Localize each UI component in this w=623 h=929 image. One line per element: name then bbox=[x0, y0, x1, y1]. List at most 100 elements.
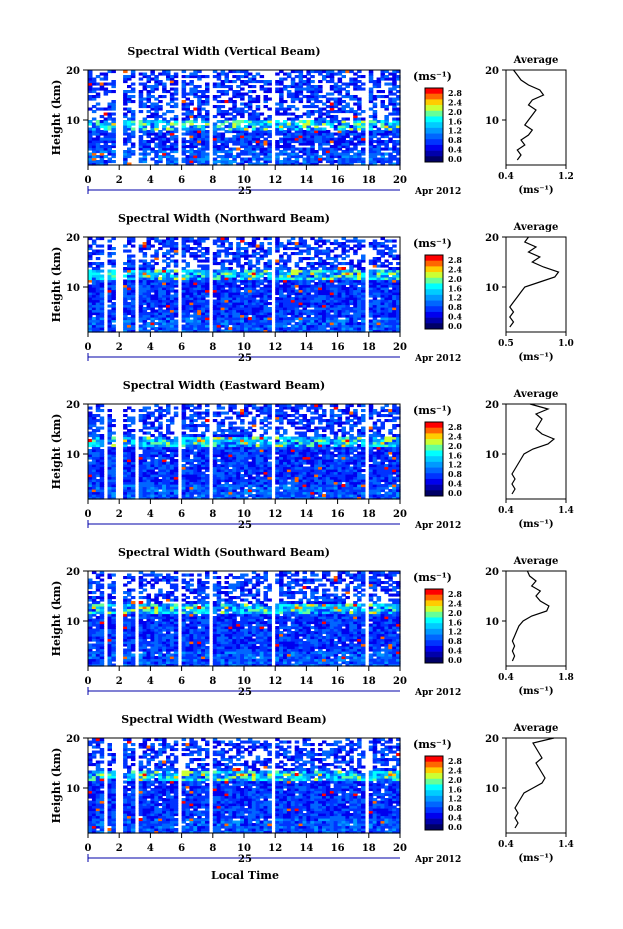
heat-cell bbox=[341, 329, 346, 333]
heat-cell bbox=[247, 244, 253, 248]
heat-cell bbox=[372, 244, 378, 248]
heat-cell bbox=[146, 474, 151, 478]
heat-cell bbox=[216, 244, 222, 248]
heat-cell bbox=[259, 282, 265, 286]
heat-cell bbox=[193, 117, 198, 121]
heat-cell bbox=[173, 259, 179, 263]
heat-cell bbox=[181, 95, 187, 99]
x-tick-label: 8 bbox=[209, 175, 216, 186]
heat-cell bbox=[181, 252, 187, 256]
heat-cell bbox=[162, 322, 167, 326]
heat-cell bbox=[345, 102, 350, 106]
heat-cell bbox=[169, 466, 175, 470]
heat-cell bbox=[205, 474, 210, 478]
heat-cell bbox=[298, 317, 304, 321]
heat-cell bbox=[361, 117, 366, 121]
heat-cell bbox=[294, 297, 300, 301]
heat-cell bbox=[130, 317, 136, 321]
heat-cell bbox=[193, 322, 198, 326]
heat-cell bbox=[142, 284, 148, 288]
heat-cell bbox=[123, 97, 128, 101]
heat-cell bbox=[228, 125, 233, 129]
heat-cell bbox=[318, 257, 323, 261]
heat-cell bbox=[111, 464, 116, 468]
heat-cell bbox=[127, 317, 132, 321]
heat-cell bbox=[283, 319, 288, 323]
heat-cell bbox=[107, 279, 112, 283]
heat-cell bbox=[95, 464, 101, 468]
heat-cell bbox=[138, 324, 144, 328]
heat-cell bbox=[107, 426, 112, 430]
heat-cell bbox=[197, 312, 202, 316]
heat-cell bbox=[95, 324, 101, 328]
heat-cell bbox=[127, 451, 132, 455]
heat-cell bbox=[372, 82, 378, 86]
heat-cell bbox=[123, 419, 128, 423]
heat-cell bbox=[220, 100, 226, 104]
heat-cell bbox=[107, 319, 112, 323]
heat-cell bbox=[392, 324, 397, 328]
heat-cell bbox=[107, 491, 112, 495]
heat-cell bbox=[294, 314, 300, 318]
heat-cell bbox=[127, 419, 132, 423]
heat-cell bbox=[251, 319, 257, 323]
heat-cell bbox=[345, 117, 350, 121]
heat-cell bbox=[298, 322, 304, 326]
heat-cell bbox=[91, 97, 97, 101]
heat-cell bbox=[173, 140, 179, 144]
heat-cell bbox=[349, 97, 354, 101]
heat-cell bbox=[259, 85, 265, 89]
heat-cell bbox=[286, 135, 292, 139]
heat-cell bbox=[361, 287, 366, 291]
heat-cell bbox=[353, 299, 358, 303]
heat-cell bbox=[193, 279, 198, 283]
heat-cell bbox=[294, 147, 300, 151]
heat-cell bbox=[396, 110, 401, 114]
heat-cell bbox=[345, 327, 350, 331]
heat-cell bbox=[283, 72, 288, 76]
heat-cell bbox=[228, 289, 233, 293]
heat-cell bbox=[212, 97, 218, 101]
heat-cell bbox=[228, 97, 233, 101]
heat-cell bbox=[197, 454, 202, 458]
heat-cell bbox=[127, 464, 132, 468]
heat-cell bbox=[138, 312, 144, 316]
heat-cell bbox=[158, 80, 163, 84]
heat-cell bbox=[361, 257, 366, 261]
heat-cell bbox=[244, 292, 249, 296]
heat-cell bbox=[286, 239, 292, 243]
heat-cell bbox=[325, 160, 331, 164]
heat-cell bbox=[158, 115, 163, 119]
heat-cell bbox=[396, 282, 401, 286]
heat-cell bbox=[173, 90, 179, 94]
heat-cell bbox=[247, 307, 253, 311]
heat-cell bbox=[275, 309, 280, 313]
heat-cell bbox=[298, 120, 304, 124]
heat-cell bbox=[329, 257, 335, 261]
heat-cell bbox=[361, 277, 366, 281]
heat-cell bbox=[349, 274, 354, 278]
heat-cell bbox=[127, 254, 132, 258]
heat-cell bbox=[88, 254, 93, 258]
heat-cell bbox=[302, 80, 307, 84]
heat-cell bbox=[158, 327, 163, 331]
heat-cell bbox=[224, 237, 229, 241]
colorbar-tick-label: 0.4 bbox=[448, 145, 462, 155]
heat-cell bbox=[236, 324, 241, 328]
heat-cell bbox=[353, 115, 358, 119]
heat-cell bbox=[306, 135, 311, 139]
heat-cell bbox=[142, 461, 148, 465]
heat-cell bbox=[341, 322, 346, 326]
heat-cell bbox=[325, 274, 331, 278]
heat-cell bbox=[220, 160, 226, 164]
heat-cell bbox=[205, 289, 210, 293]
heat-cell bbox=[189, 404, 194, 408]
heat-cell bbox=[111, 160, 116, 164]
heat-cell bbox=[162, 466, 167, 470]
heat-cell bbox=[306, 112, 311, 116]
heat-cell bbox=[205, 479, 210, 483]
heat-cell bbox=[154, 262, 159, 266]
heat-cell bbox=[99, 140, 105, 144]
heat-cell bbox=[142, 262, 148, 266]
heat-cell bbox=[251, 269, 257, 273]
